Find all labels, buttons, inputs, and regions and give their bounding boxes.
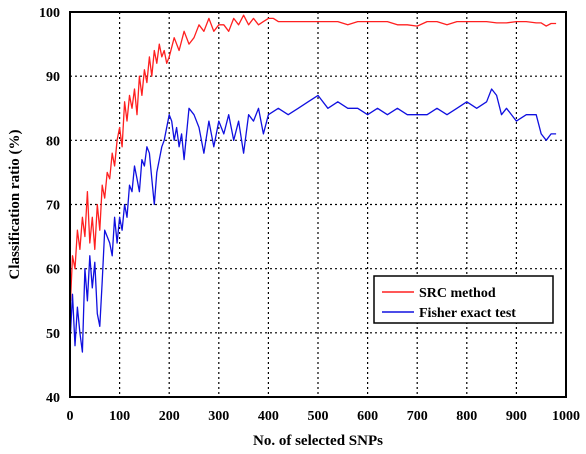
y-tick-label: 100: [39, 6, 60, 21]
x-tick-label: 600: [357, 409, 378, 424]
y-tick-label: 70: [46, 199, 60, 214]
y-tick-label: 60: [46, 263, 60, 278]
x-tick-label: 1000: [552, 409, 580, 424]
x-tick-label: 0: [67, 409, 74, 424]
x-tick-label: 700: [407, 409, 428, 424]
plot-frame: [69, 11, 567, 398]
x-tick-label: 400: [258, 409, 279, 424]
x-tick-label: 500: [308, 409, 329, 424]
x-tick-label: 100: [109, 409, 130, 424]
series-line-1: [69, 88, 557, 353]
y-tick-label: 50: [46, 327, 60, 342]
x-tick-label: 900: [506, 409, 527, 424]
y-tick-label: 80: [46, 134, 60, 149]
legend-label-src-method: SRC method: [419, 286, 496, 301]
legend: SRC method Fisher exact test: [373, 275, 554, 324]
series-line-0: [69, 14, 557, 301]
series-layer: [69, 14, 557, 353]
y-tick-label: 90: [46, 70, 60, 85]
x-tick-label: 200: [159, 409, 180, 424]
x-axis-title: No. of selected SNPs: [253, 433, 383, 449]
y-tick-label: 40: [46, 391, 60, 406]
x-tick-label: 300: [208, 409, 229, 424]
legend-box: [373, 275, 554, 324]
y-axis-title: Classification ratio (%): [7, 130, 23, 280]
grid: [70, 12, 566, 397]
legend-label-fisher-exact-test: Fisher exact test: [419, 306, 516, 321]
tick-labels: 0 100 200 300 400 500 600 700 800 900 1000 40 50 60 70…: [39, 6, 580, 424]
x-tick-label: 800: [456, 409, 477, 424]
